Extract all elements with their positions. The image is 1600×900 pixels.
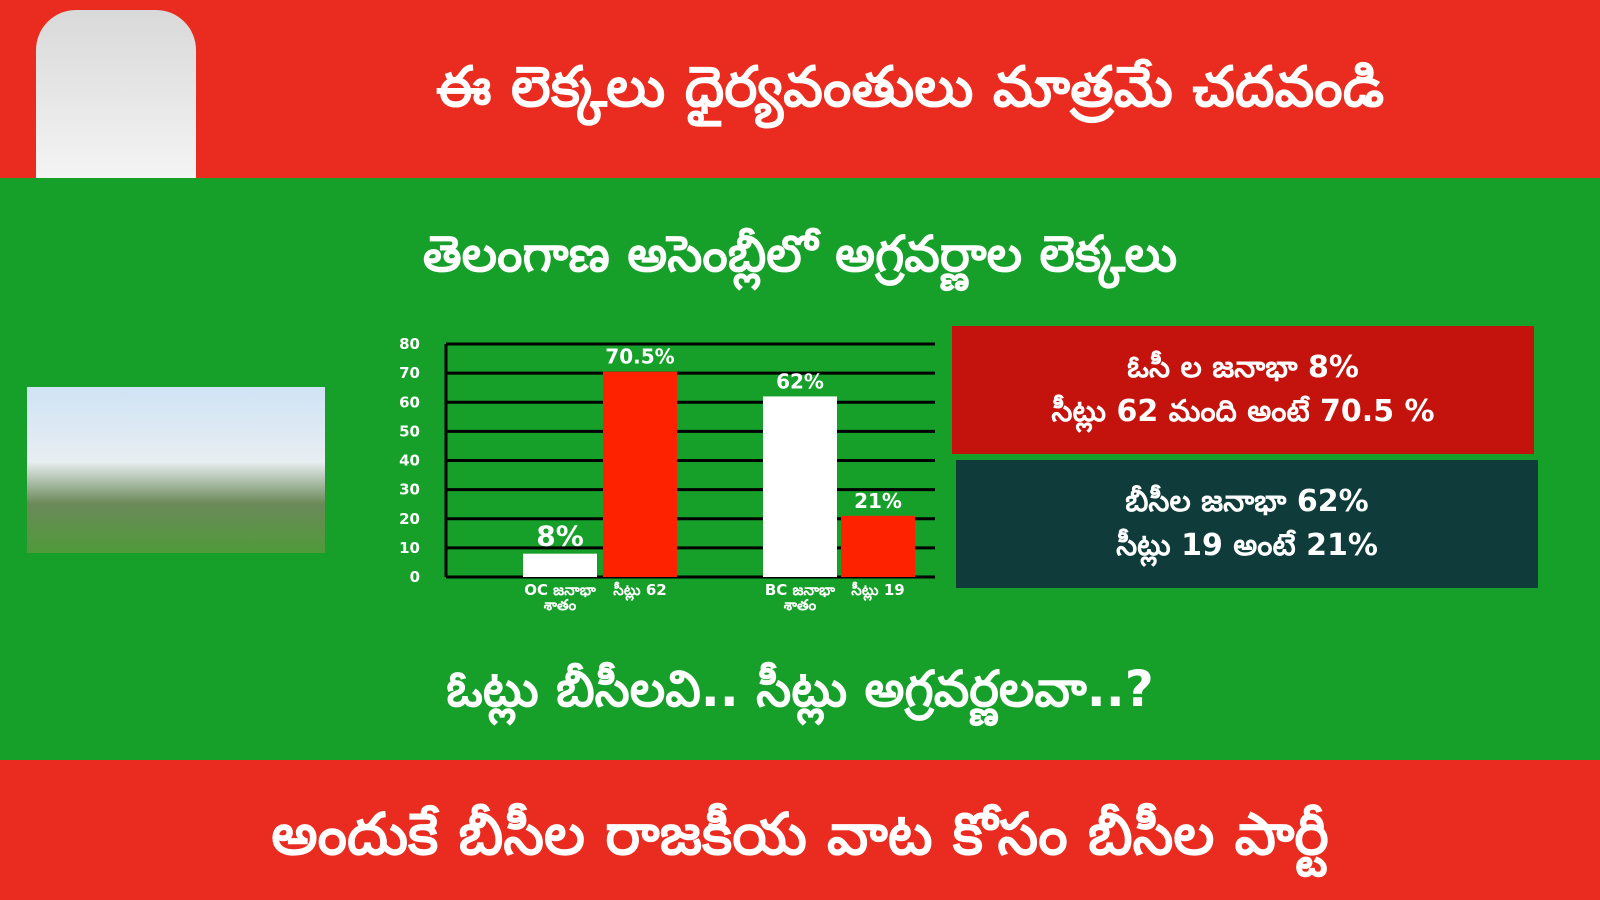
y-tick-label: 70 [399, 364, 420, 382]
info-line: ఓసీ ల జనాభా 8% [1127, 350, 1359, 385]
bar [523, 553, 597, 577]
y-tick-label: 50 [399, 422, 420, 440]
header-title: ఈ లెక్కలు ధైర్యవంతులు మాత్రమే చదవండి [435, 55, 1385, 120]
footer: అందుకే బీసీల రాజకీయ వాట కోసం బీసీల పార్ట… [271, 800, 1329, 868]
y-tick-label: 80 [399, 335, 420, 353]
y-tick-label: 40 [399, 452, 420, 470]
question: ఓట్లు బీసీలవి.. సీట్లు అగ్రవర్ణలవా..? [446, 660, 1154, 718]
footer-band [0, 760, 1600, 900]
value-label: 8% [536, 520, 584, 553]
y-tick-label: 60 [399, 393, 420, 411]
x-tick-label: OC జనాభా శాతం [524, 581, 596, 614]
x-tick-label: BC జనాభా శాతం [764, 581, 836, 614]
bar [763, 396, 837, 577]
info-line: సీట్లు 62 మంది అంటే 70.5 % [1051, 394, 1435, 429]
x-tick-label: సీట్లు 62 [613, 581, 667, 599]
y-tick-label: 30 [399, 481, 420, 499]
x-tick-label: సీట్లు 19 [851, 581, 905, 599]
y-tick-label: 10 [399, 539, 420, 557]
value-label: 70.5% [605, 345, 674, 369]
value-label: 21% [854, 489, 902, 513]
assembly-photo [27, 387, 325, 553]
subtitle: తెలంగాణ అసెంబ్లీలో అగ్రవర్ణాల లెక్కలు [422, 225, 1178, 283]
info-box: బీసీల జనాభా 62% సీట్లు 19 అంటే 21% [956, 460, 1538, 588]
header-band [0, 0, 1600, 178]
value-label: 62% [776, 369, 824, 393]
person-photo [36, 10, 196, 178]
y-tick-label: 0 [410, 568, 420, 586]
bar [841, 515, 915, 577]
info-box: ఓసీ ల జనాభా 8% సీట్లు 62 మంది అంటే 70.5 … [952, 326, 1534, 454]
info-line: సీట్లు 19 అంటే 21% [1116, 528, 1378, 563]
info-line: బీసీల జనాభా 62% [1125, 484, 1369, 519]
bar [603, 371, 677, 577]
y-tick-label: 20 [399, 510, 420, 528]
